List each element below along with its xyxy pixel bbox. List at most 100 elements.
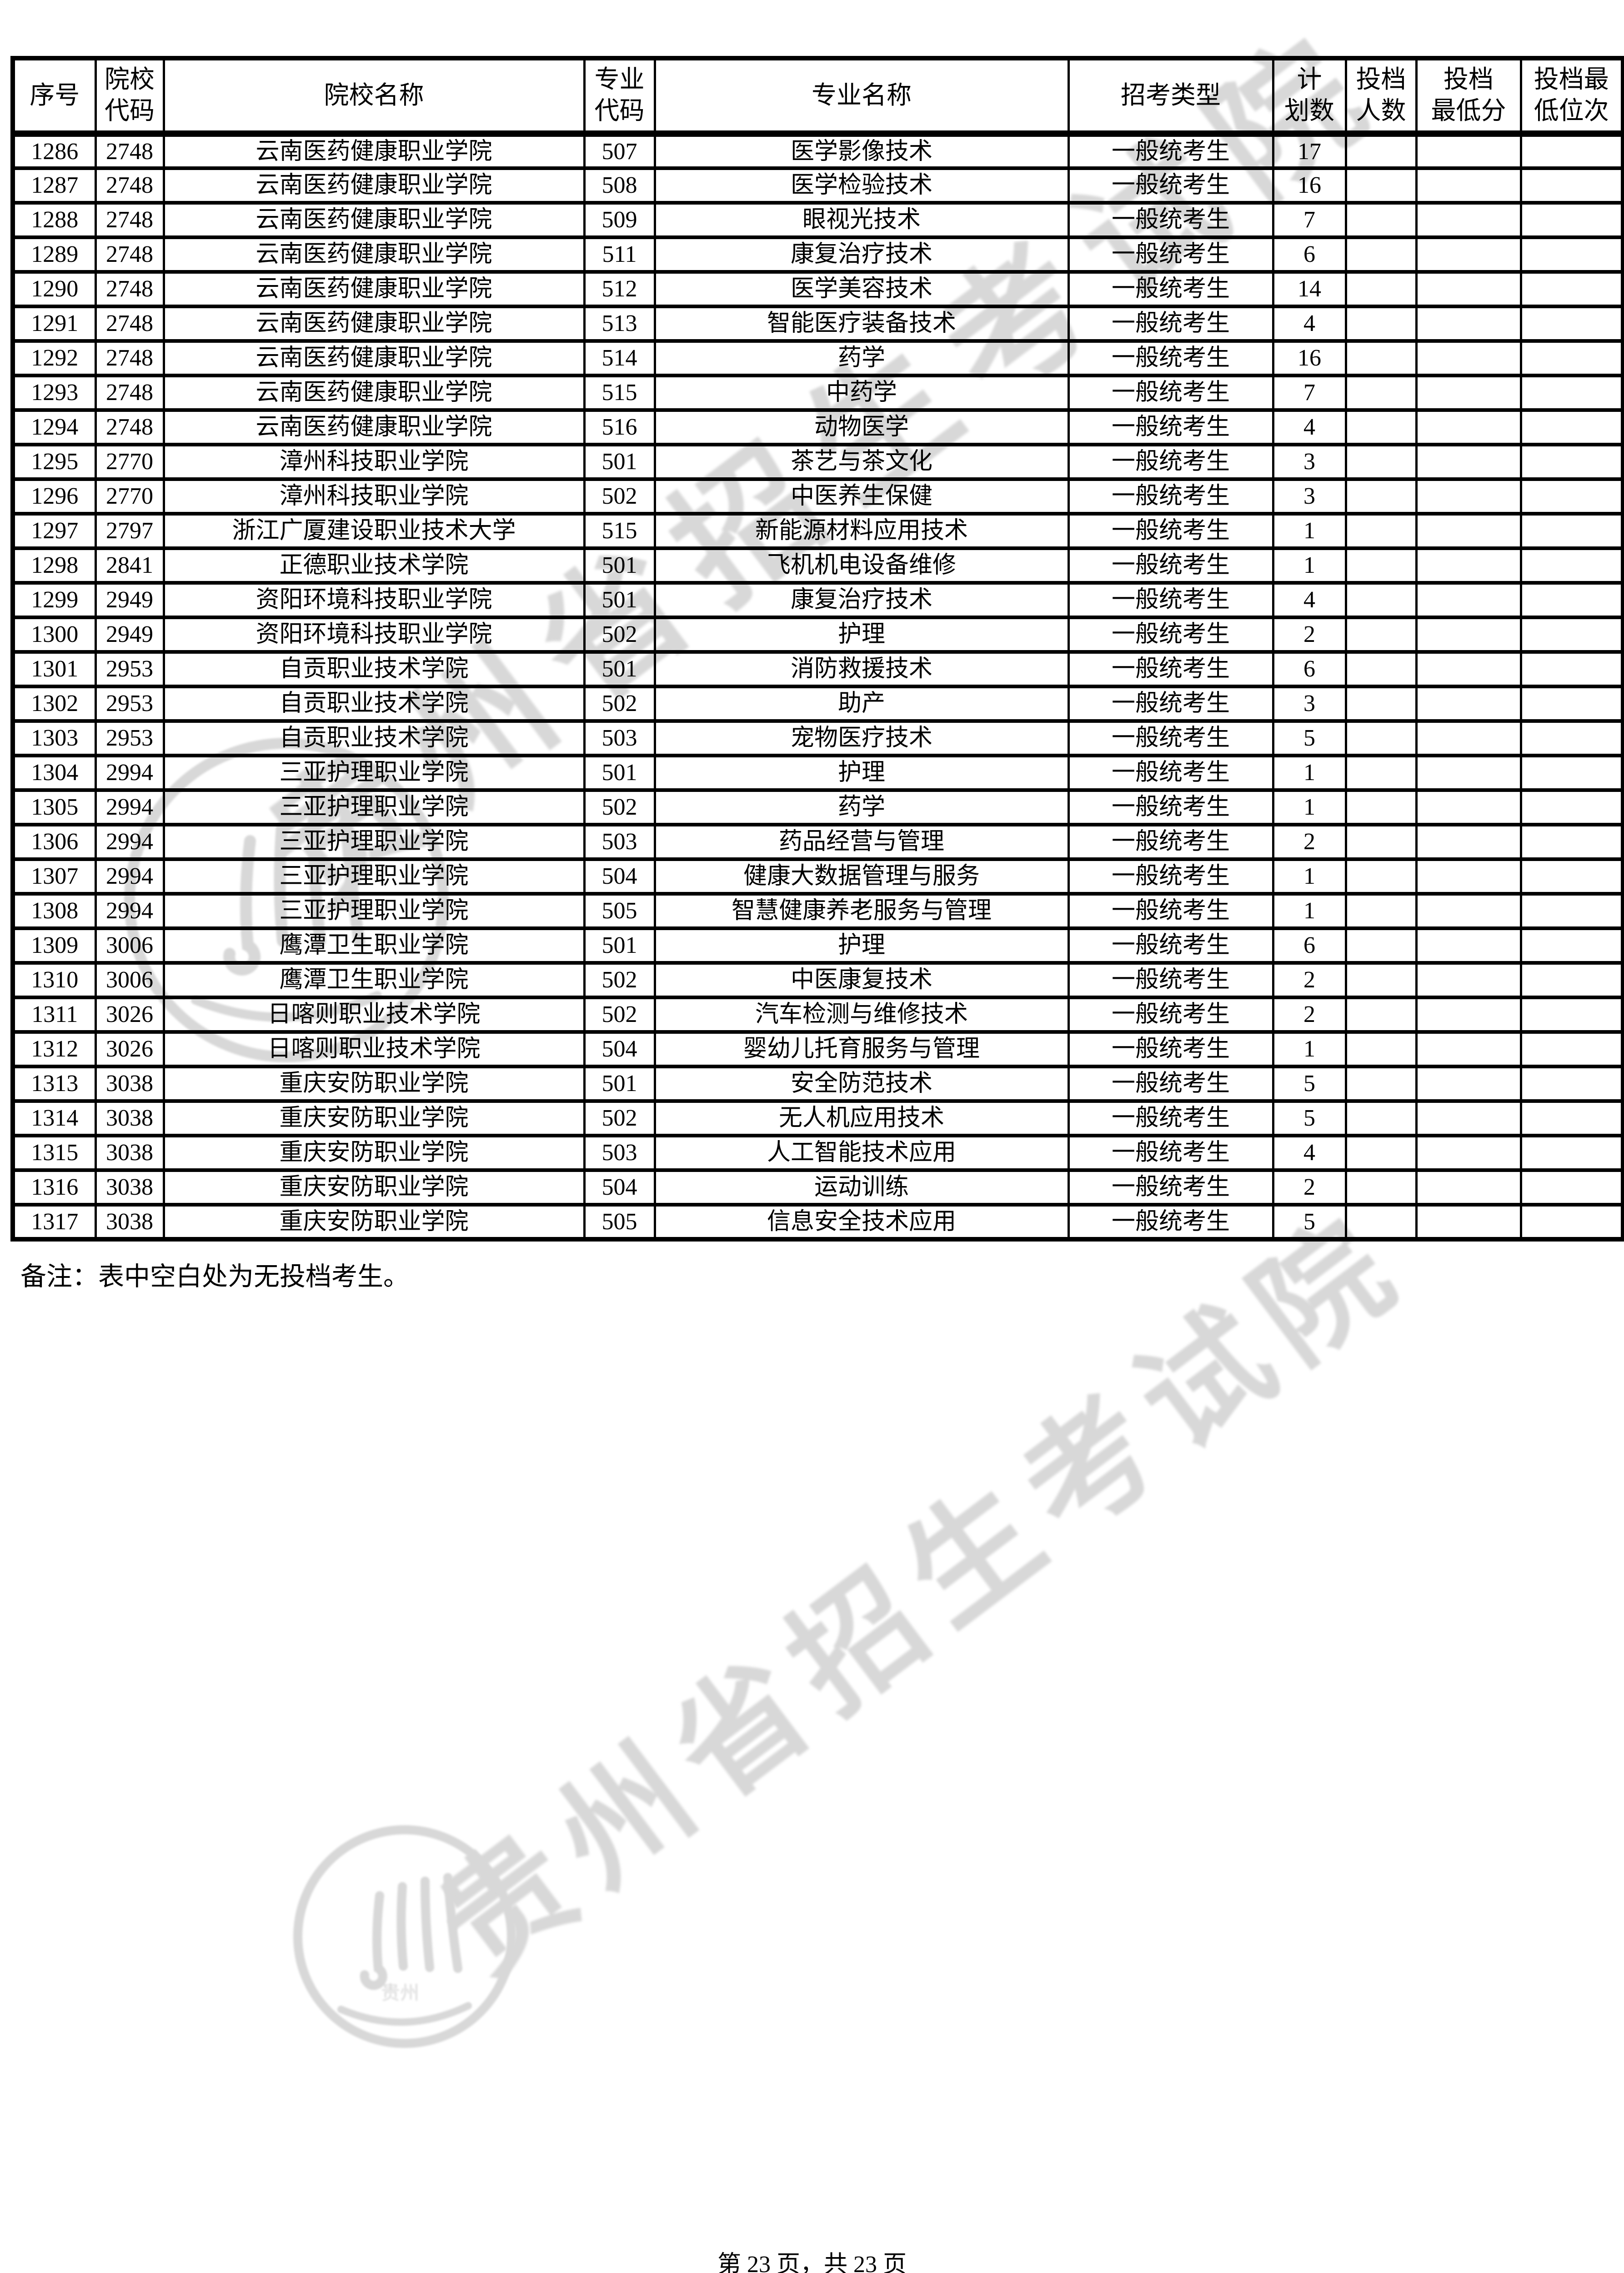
table-cell: 502 bbox=[583, 961, 656, 999]
table-cell: 514 bbox=[583, 339, 656, 377]
table-cell: 1297 bbox=[11, 512, 97, 550]
table-cell bbox=[1344, 235, 1418, 274]
table-cell bbox=[1519, 166, 1624, 205]
table-cell: 501 bbox=[583, 546, 656, 585]
table-cell: 1317 bbox=[11, 1203, 97, 1241]
table-cell: 漳州科技职业学院 bbox=[162, 443, 586, 481]
table-cell: 三亚护理职业学院 bbox=[162, 754, 586, 792]
table-cell: 5 bbox=[1272, 719, 1347, 757]
table-cell: 513 bbox=[583, 305, 656, 343]
table-cell: 3 bbox=[1272, 443, 1347, 481]
table-cell bbox=[1415, 443, 1522, 481]
table-cell: 501 bbox=[583, 754, 656, 792]
table-cell bbox=[1415, 857, 1522, 896]
table-row: 1297 2797 浙江广厦建设职业技术大学 515 新能源材料应用技术 一般统考生 1 bbox=[11, 512, 1624, 550]
table-cell: 3006 bbox=[94, 961, 165, 999]
table-cell: 云南医药健康职业学院 bbox=[162, 132, 586, 170]
table-cell bbox=[1415, 1030, 1522, 1068]
table-cell bbox=[1344, 926, 1418, 965]
table-cell: 三亚护理职业学院 bbox=[162, 823, 586, 861]
table-row: 1299 2949 资阳环境科技职业学院 501 康复治疗技术 一般统考生 4 bbox=[11, 581, 1624, 619]
table-cell: 1299 bbox=[11, 581, 97, 619]
table-cell bbox=[1519, 201, 1624, 239]
table-cell: 重庆安防职业学院 bbox=[162, 1134, 586, 1172]
table-cell: 中医康复技术 bbox=[653, 961, 1070, 999]
table-cell bbox=[1415, 685, 1522, 723]
table-cell: 一般统考生 bbox=[1067, 305, 1274, 343]
table-row: 1305 2994 三亚护理职业学院 502 药学 一般统考生 1 bbox=[11, 788, 1624, 826]
table-cell: 一般统考生 bbox=[1067, 1134, 1274, 1172]
table-cell: 1303 bbox=[11, 719, 97, 757]
table-cell: 1290 bbox=[11, 270, 97, 308]
table-cell bbox=[1344, 788, 1418, 826]
table-cell: 5 bbox=[1272, 1203, 1347, 1241]
table-cell: 运动训练 bbox=[653, 1168, 1070, 1207]
table-cell: 3006 bbox=[94, 926, 165, 965]
table-cell: 4 bbox=[1272, 305, 1347, 343]
table-row: 1296 2770 漳州科技职业学院 502 中医养生保健 一般统考生 3 bbox=[11, 477, 1624, 516]
table-cell bbox=[1519, 235, 1624, 274]
table-cell: 1295 bbox=[11, 443, 97, 481]
column-header: 招考类型 bbox=[1067, 56, 1274, 137]
table-cell: 511 bbox=[583, 235, 656, 274]
table-cell: 516 bbox=[583, 408, 656, 446]
table-cell bbox=[1519, 132, 1624, 170]
table-row: 1289 2748 云南医药健康职业学院 511 康复治疗技术 一般统考生 6 bbox=[11, 235, 1624, 274]
table-row: 1316 3038 重庆安防职业学院 504 运动训练 一般统考生 2 bbox=[11, 1168, 1624, 1207]
table-cell: 人工智能技术应用 bbox=[653, 1134, 1070, 1172]
table-cell bbox=[1519, 408, 1624, 446]
table-cell: 1301 bbox=[11, 650, 97, 688]
table-cell: 2953 bbox=[94, 650, 165, 688]
table-cell: 503 bbox=[583, 719, 656, 757]
table-cell bbox=[1344, 892, 1418, 930]
table-row: 1293 2748 云南医药健康职业学院 515 中药学 一般统考生 7 bbox=[11, 374, 1624, 412]
table-cell bbox=[1344, 270, 1418, 308]
table-row: 1303 2953 自贡职业技术学院 503 宠物医疗技术 一般统考生 5 bbox=[11, 719, 1624, 757]
table-cell: 健康大数据管理与服务 bbox=[653, 857, 1070, 896]
table-cell: 7 bbox=[1272, 374, 1347, 412]
table-cell: 护理 bbox=[653, 616, 1070, 654]
table-cell bbox=[1344, 132, 1418, 170]
footnote: 备注：表中空白处为无投档考生。 bbox=[20, 1262, 409, 1291]
table-cell bbox=[1344, 1030, 1418, 1068]
table-cell: 鹰潭卫生职业学院 bbox=[162, 961, 586, 999]
table-cell bbox=[1415, 754, 1522, 792]
table-cell: 一般统考生 bbox=[1067, 685, 1274, 723]
table-cell: 1304 bbox=[11, 754, 97, 792]
table-cell bbox=[1344, 1065, 1418, 1103]
table-cell: 1 bbox=[1272, 512, 1347, 550]
table-cell bbox=[1344, 443, 1418, 481]
table-cell bbox=[1519, 926, 1624, 965]
table-cell: 504 bbox=[583, 1168, 656, 1207]
table-row: 1286 2748 云南医药健康职业学院 507 医学影像技术 一般统考生 17 bbox=[11, 132, 1624, 170]
table-row: 1301 2953 自贡职业技术学院 501 消防救援技术 一般统考生 6 bbox=[11, 650, 1624, 688]
table-cell bbox=[1519, 374, 1624, 412]
table-cell bbox=[1344, 546, 1418, 585]
table-cell: 6 bbox=[1272, 235, 1347, 274]
column-header: 序号 bbox=[11, 56, 97, 137]
column-header: 专业名称 bbox=[653, 56, 1070, 137]
table-cell: 4 bbox=[1272, 408, 1347, 446]
table-cell: 中药学 bbox=[653, 374, 1070, 412]
table-cell: 501 bbox=[583, 581, 656, 619]
table-cell bbox=[1415, 616, 1522, 654]
table-cell: 药学 bbox=[653, 788, 1070, 826]
table-cell: 501 bbox=[583, 1065, 656, 1103]
table-cell: 一般统考生 bbox=[1067, 235, 1274, 274]
table-cell bbox=[1519, 650, 1624, 688]
table-cell bbox=[1519, 616, 1624, 654]
table-cell: 一般统考生 bbox=[1067, 926, 1274, 965]
table-cell: 1305 bbox=[11, 788, 97, 826]
table-cell: 1 bbox=[1272, 1030, 1347, 1068]
table-cell: 14 bbox=[1272, 270, 1347, 308]
table-cell: 一般统考生 bbox=[1067, 1030, 1274, 1068]
table-cell: 2994 bbox=[94, 788, 165, 826]
table-cell bbox=[1519, 788, 1624, 826]
table-cell: 消防救援技术 bbox=[653, 650, 1070, 688]
table-cell: 5 bbox=[1272, 1099, 1347, 1137]
table-cell: 502 bbox=[583, 616, 656, 654]
table-cell: 浙江广厦建设职业技术大学 bbox=[162, 512, 586, 550]
table-cell: 505 bbox=[583, 892, 656, 930]
table-cell bbox=[1415, 926, 1522, 965]
table-cell: 3 bbox=[1272, 685, 1347, 723]
